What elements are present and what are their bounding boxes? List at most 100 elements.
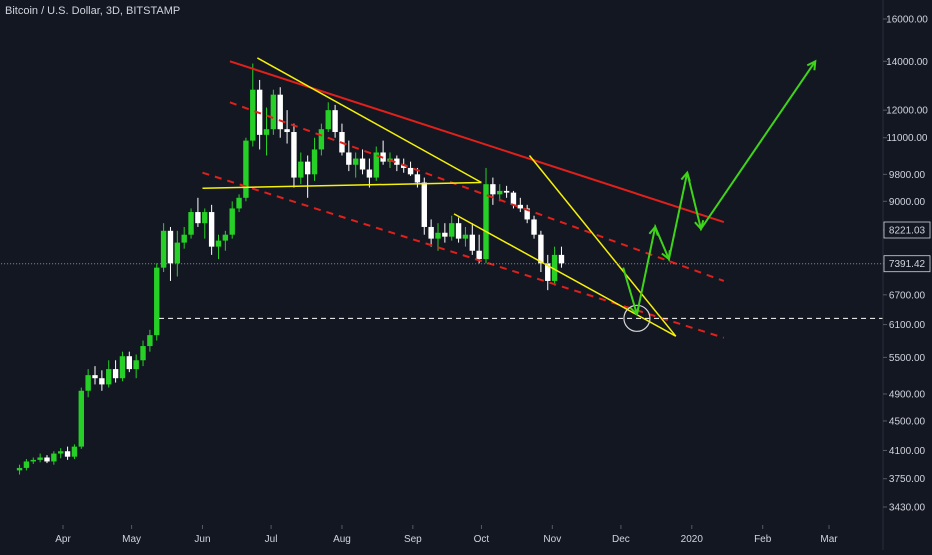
candle-up	[311, 149, 318, 175]
candle-down	[558, 254, 565, 264]
y-tick-label: 9000.00	[889, 197, 926, 208]
candle-up	[243, 140, 249, 198]
candle-down	[469, 234, 475, 251]
candle-down	[99, 378, 105, 385]
candle-up	[202, 212, 208, 224]
candle-up	[352, 158, 359, 165]
projection-path	[622, 60, 817, 315]
x-tick-label: May	[122, 534, 141, 545]
y-tick-label: 4500.00	[889, 416, 926, 427]
target-circle	[623, 304, 651, 332]
candle-down	[524, 208, 530, 220]
candle-up	[449, 223, 455, 237]
y-tick-label: 6100.00	[889, 320, 926, 331]
candle-up	[140, 346, 146, 361]
candle-down	[517, 204, 524, 209]
candle-down	[455, 223, 462, 239]
candle-down	[407, 167, 414, 175]
x-tick-label: Mar	[820, 534, 838, 545]
y-tick-label: 12000.00	[886, 106, 928, 117]
candle-down	[208, 212, 215, 247]
x-tick-label: Apr	[55, 534, 71, 545]
x-tick-label: Oct	[474, 534, 490, 545]
candle-down	[476, 250, 482, 260]
candle-up	[298, 161, 304, 178]
x-tick-label: Sep	[404, 534, 422, 545]
y-tick-label: 4900.00	[889, 389, 926, 400]
candle-down	[421, 182, 427, 227]
candle-up	[160, 230, 167, 268]
candle-up	[325, 110, 331, 130]
candle-up	[497, 190, 503, 195]
candle-up	[270, 94, 277, 130]
yellow-trendline	[453, 213, 677, 337]
red-trendline	[229, 60, 725, 223]
candle-down	[490, 184, 496, 195]
candle-up	[106, 369, 112, 385]
x-tick-label: Nov	[543, 534, 561, 545]
candle-up	[174, 242, 181, 264]
candle-down	[332, 110, 338, 133]
price-marker-box	[883, 255, 931, 273]
candle-up	[435, 232, 441, 239]
yellow-trendline	[528, 155, 677, 337]
candle-down	[195, 212, 201, 224]
candle-down	[510, 192, 517, 205]
candle-down	[277, 94, 283, 130]
candle-down	[442, 232, 448, 237]
projection-arrowhead	[680, 170, 691, 182]
candle-down	[304, 161, 311, 175]
candle-down	[400, 164, 407, 168]
candle-up	[119, 356, 126, 379]
price-marker-label: 7391.42	[889, 259, 926, 270]
price-marker-box	[883, 221, 931, 239]
candle-down	[44, 457, 50, 462]
y-tick-label: 11000.00	[887, 133, 928, 144]
y-tick-label: 9800.00	[889, 170, 926, 181]
projection-arrowhead	[694, 219, 705, 231]
candle-down	[503, 190, 510, 193]
candle-up	[215, 240, 222, 247]
x-tick-label: Jun	[194, 534, 210, 545]
candle-up	[71, 446, 78, 457]
red-trendline	[229, 101, 725, 282]
candle-down	[531, 219, 537, 235]
candle-up	[263, 129, 270, 135]
x-tick-label: Feb	[754, 534, 772, 545]
candle-down	[346, 152, 352, 165]
candle-down	[112, 369, 119, 379]
candle-up	[51, 453, 57, 462]
candle-down	[538, 234, 544, 264]
candle-down	[126, 356, 133, 370]
projection-arrowhead	[648, 224, 659, 236]
candle-up	[462, 234, 469, 239]
candle-up	[222, 234, 229, 241]
x-tick-label: Aug	[333, 534, 351, 545]
candle-up	[551, 254, 558, 281]
candle-up	[58, 451, 64, 454]
candle-down	[545, 263, 551, 281]
chart-title: Bitcoin / U.S. Dollar, 3D, BITSTAMP	[5, 5, 181, 17]
candle-up	[30, 459, 36, 462]
candle-down	[64, 451, 71, 457]
candle-down	[428, 226, 434, 239]
candle-up	[37, 457, 43, 460]
candle-down	[366, 169, 373, 178]
candle-up	[483, 184, 489, 260]
price-marker-label: 8221.03	[889, 226, 926, 237]
x-tick-label: Dec	[612, 534, 630, 545]
candle-up	[16, 467, 23, 471]
candle-up	[188, 212, 194, 235]
projection-arrowhead	[629, 305, 640, 317]
candle-up	[147, 335, 153, 347]
candle-up	[78, 390, 84, 447]
x-tick-label: Jul	[265, 534, 278, 545]
y-tick-label: 6700.00	[889, 290, 926, 301]
y-tick-label: 16000.00	[886, 14, 928, 25]
y-tick-label: 5500.00	[889, 353, 926, 364]
yellow-trendline	[256, 57, 482, 184]
x-tick-label: 2020	[681, 534, 704, 545]
candle-up	[133, 360, 139, 370]
